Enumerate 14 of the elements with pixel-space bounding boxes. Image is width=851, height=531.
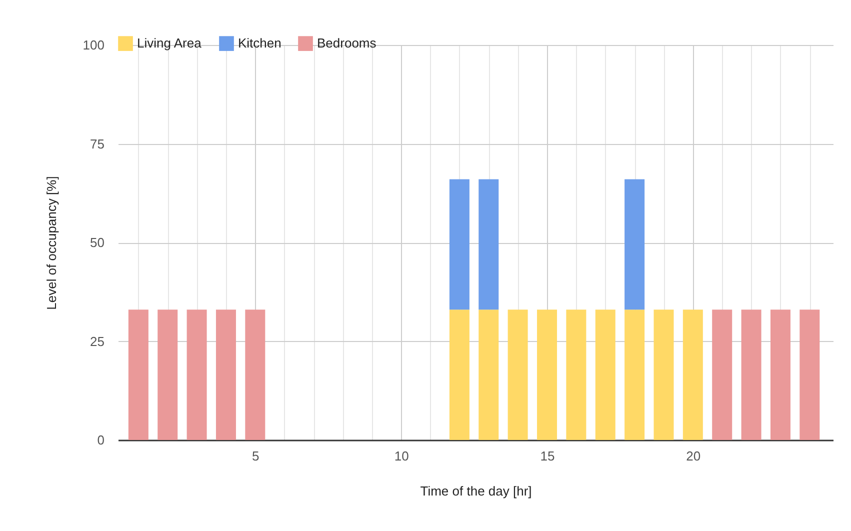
y-tick-label: 0 [97, 432, 104, 448]
legend-label: Living Area [137, 36, 202, 51]
y-tick-label: 25 [90, 334, 104, 349]
y-axis-title: Level of occupancy [%] [44, 176, 59, 310]
y-tick-label: 50 [90, 235, 104, 250]
y-tick-label: 100 [82, 38, 104, 52]
x-tick-label: 15 [540, 448, 555, 464]
x-axis-title: Time of the day [hr] [420, 484, 532, 498]
y-tick-label: 75 [90, 136, 104, 152]
x-tick-label: 20 [686, 448, 701, 464]
x-tick-label: 5 [252, 448, 260, 464]
x-tick-label: 10 [394, 448, 409, 464]
legend-label: Bedrooms [317, 36, 377, 51]
legend-label: Kitchen [238, 36, 282, 51]
